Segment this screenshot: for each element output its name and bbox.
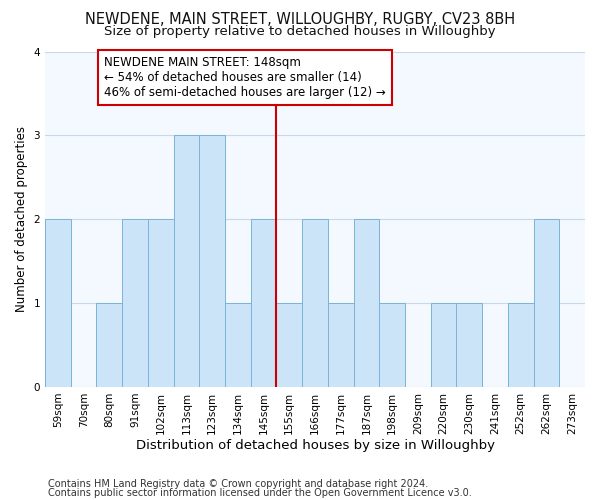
Bar bbox=[251, 219, 277, 387]
Bar bbox=[328, 303, 353, 387]
Bar bbox=[45, 219, 71, 387]
Text: NEWDENE, MAIN STREET, WILLOUGHBY, RUGBY, CV23 8BH: NEWDENE, MAIN STREET, WILLOUGHBY, RUGBY,… bbox=[85, 12, 515, 28]
Bar bbox=[122, 219, 148, 387]
Bar bbox=[379, 303, 405, 387]
Bar bbox=[533, 219, 559, 387]
Bar bbox=[173, 136, 199, 387]
Text: Contains HM Land Registry data © Crown copyright and database right 2024.: Contains HM Land Registry data © Crown c… bbox=[48, 479, 428, 489]
Y-axis label: Number of detached properties: Number of detached properties bbox=[15, 126, 28, 312]
Bar bbox=[199, 136, 225, 387]
Bar bbox=[97, 303, 122, 387]
Bar bbox=[302, 219, 328, 387]
Bar bbox=[353, 219, 379, 387]
Bar bbox=[277, 303, 302, 387]
Text: Size of property relative to detached houses in Willoughby: Size of property relative to detached ho… bbox=[104, 25, 496, 38]
X-axis label: Distribution of detached houses by size in Willoughby: Distribution of detached houses by size … bbox=[136, 440, 494, 452]
Bar bbox=[148, 219, 173, 387]
Text: NEWDENE MAIN STREET: 148sqm
← 54% of detached houses are smaller (14)
46% of sem: NEWDENE MAIN STREET: 148sqm ← 54% of det… bbox=[104, 56, 386, 98]
Text: Contains public sector information licensed under the Open Government Licence v3: Contains public sector information licen… bbox=[48, 488, 472, 498]
Bar bbox=[457, 303, 482, 387]
Bar bbox=[225, 303, 251, 387]
Bar bbox=[508, 303, 533, 387]
Bar bbox=[431, 303, 457, 387]
